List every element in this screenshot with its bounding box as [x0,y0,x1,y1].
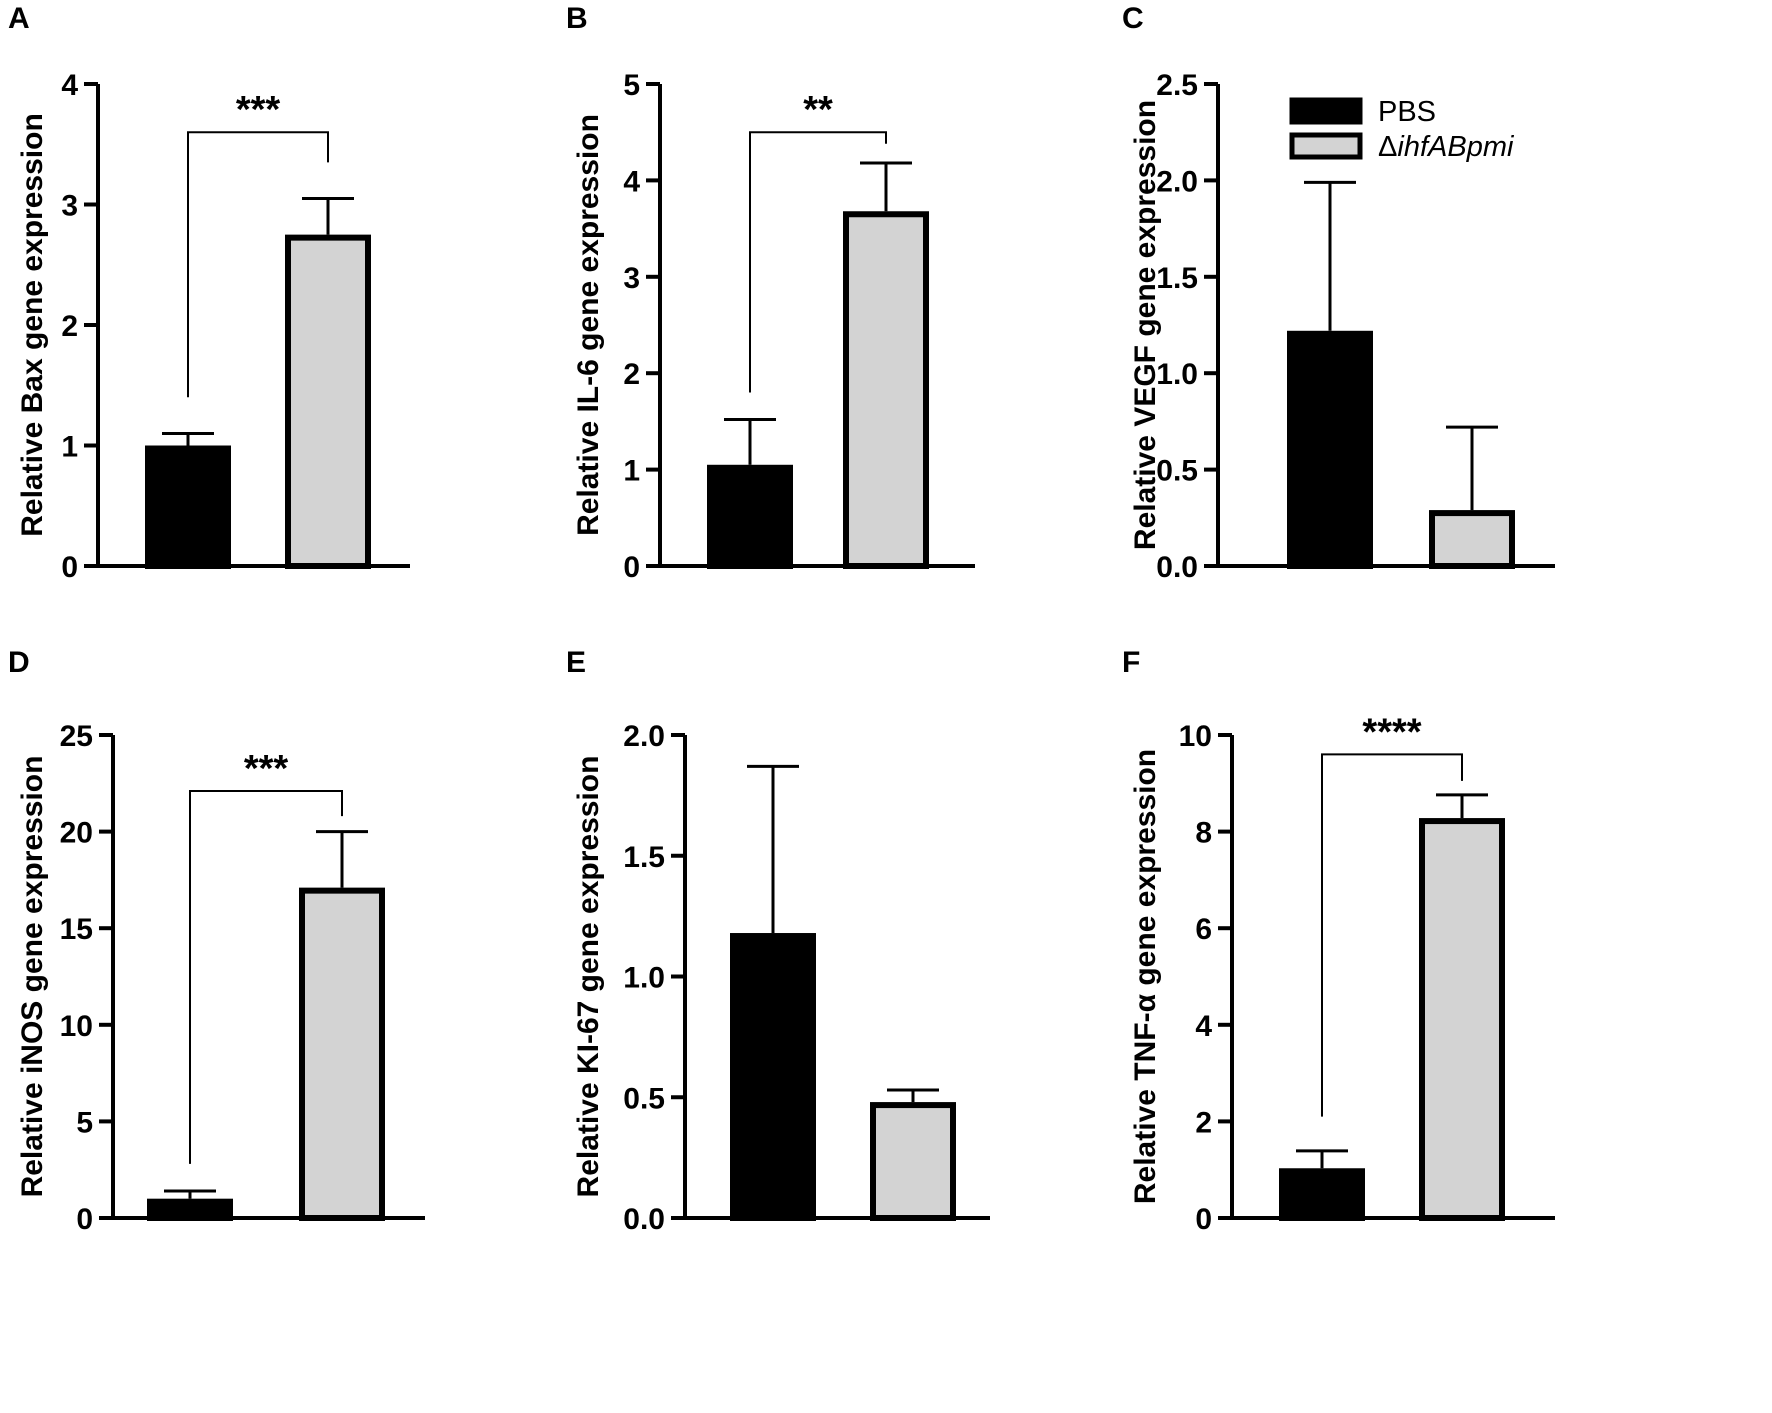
y-tick-label: 2.0 [1156,165,1198,198]
y-tick-label: 1.5 [623,841,665,874]
bar-mutant [299,887,385,1221]
y-tick-label: 20 [60,817,93,850]
y-tick-label: 0 [1195,1203,1212,1236]
legend-label-mutant: ΔihfABpmi [1378,131,1515,163]
significance-bracket [749,131,887,393]
panel-letter: D [8,646,30,679]
panel-letter: B [566,2,588,35]
panel-letter: F [1122,646,1140,679]
y-tick-label: 25 [60,720,93,753]
y-axis-label: Relative TNF-α gene expression [1129,749,1162,1204]
bar-pbs [145,445,231,569]
y-tick-label: 1 [623,455,640,488]
y-tick-label: 1.5 [1156,262,1198,295]
panel-d: D Relative iNOS gene expression 0 5 10 15 20 25… [8,646,425,1236]
bar-mutant [285,234,371,569]
panel-e: E Relative KI-67 gene expression 0.0 0.5 1.0… [566,646,990,1236]
y-tick-label: 3 [623,262,640,295]
y-tick-label: 0 [76,1203,93,1236]
significance-bracket [189,790,343,1164]
y-tick-label: 2.5 [1156,69,1198,102]
panel-a: A Relative Bax gene expression 0 1 2 3 4 *** [8,2,410,584]
legend-swatch-mutant [1289,132,1363,160]
y-tick-label: 2 [1195,1106,1212,1139]
panel-letter: A [8,2,30,35]
bar-pbs [147,1198,233,1222]
y-axis-label: Relative KI-67 gene expression [572,756,605,1198]
significance-bracket [1321,753,1463,1117]
significance-bracket [187,131,329,398]
y-tick-label: 0 [61,551,78,584]
y-axis-label: Relative iNOS gene expression [16,756,49,1198]
bar-mutant [1429,510,1515,570]
bar-mutant [870,1102,956,1221]
y-tick-label: 0.0 [1156,551,1198,584]
panel-letter: C [1122,2,1144,35]
bar-mutant [1419,818,1505,1221]
y-tick-label: 2 [61,310,78,343]
y-tick-label: 4 [61,69,78,102]
y-tick-label: 0.5 [1156,455,1198,488]
bar-pbs [1287,330,1373,569]
significance-label: *** [236,89,281,131]
y-tick-label: 2 [623,358,640,391]
bar-pbs [730,933,816,1222]
y-tick-label: 0.5 [623,1082,665,1115]
y-tick-label: 3 [61,190,78,223]
y-tick-label: 4 [1195,1010,1212,1043]
y-tick-label: 8 [1195,817,1212,850]
significance-label: *** [244,748,289,790]
significance-label: ** [803,89,833,131]
legend-swatch-pbs [1289,97,1363,125]
y-axis-label: Relative Bax gene expression [16,113,49,537]
y-tick-label: 1.0 [1156,358,1198,391]
y-tick-label: 1.0 [623,962,665,995]
y-tick-label: 5 [623,69,640,102]
y-tick-label: 4 [623,165,640,198]
y-tick-label: 0 [623,551,640,584]
panel-letter: E [566,646,586,679]
bar-pbs [1279,1168,1365,1221]
significance-label: **** [1362,711,1421,753]
y-tick-label: 6 [1195,913,1212,946]
bar-pbs [707,464,793,569]
panel-b: B Relative IL-6 gene expression 0 1 2 3 4 5 ** [566,2,975,584]
y-tick-label: 0.0 [623,1203,665,1236]
y-axis-label: Relative VEGF gene expression [1129,100,1162,550]
y-tick-label: 5 [76,1106,93,1139]
y-tick-label: 10 [60,1010,93,1043]
y-tick-label: 15 [60,913,93,946]
y-axis-label: Relative IL-6 gene expression [572,114,605,536]
legend-label-pbs: PBS [1378,96,1436,128]
y-tick-label: 1 [61,431,78,464]
bar-mutant [843,211,929,570]
y-tick-label: 10 [1179,720,1212,753]
y-tick-label: 2.0 [623,720,665,753]
panel-f: F Relative TNF-α gene expression 0 2 4 6 8 10 **… [1122,646,1555,1236]
